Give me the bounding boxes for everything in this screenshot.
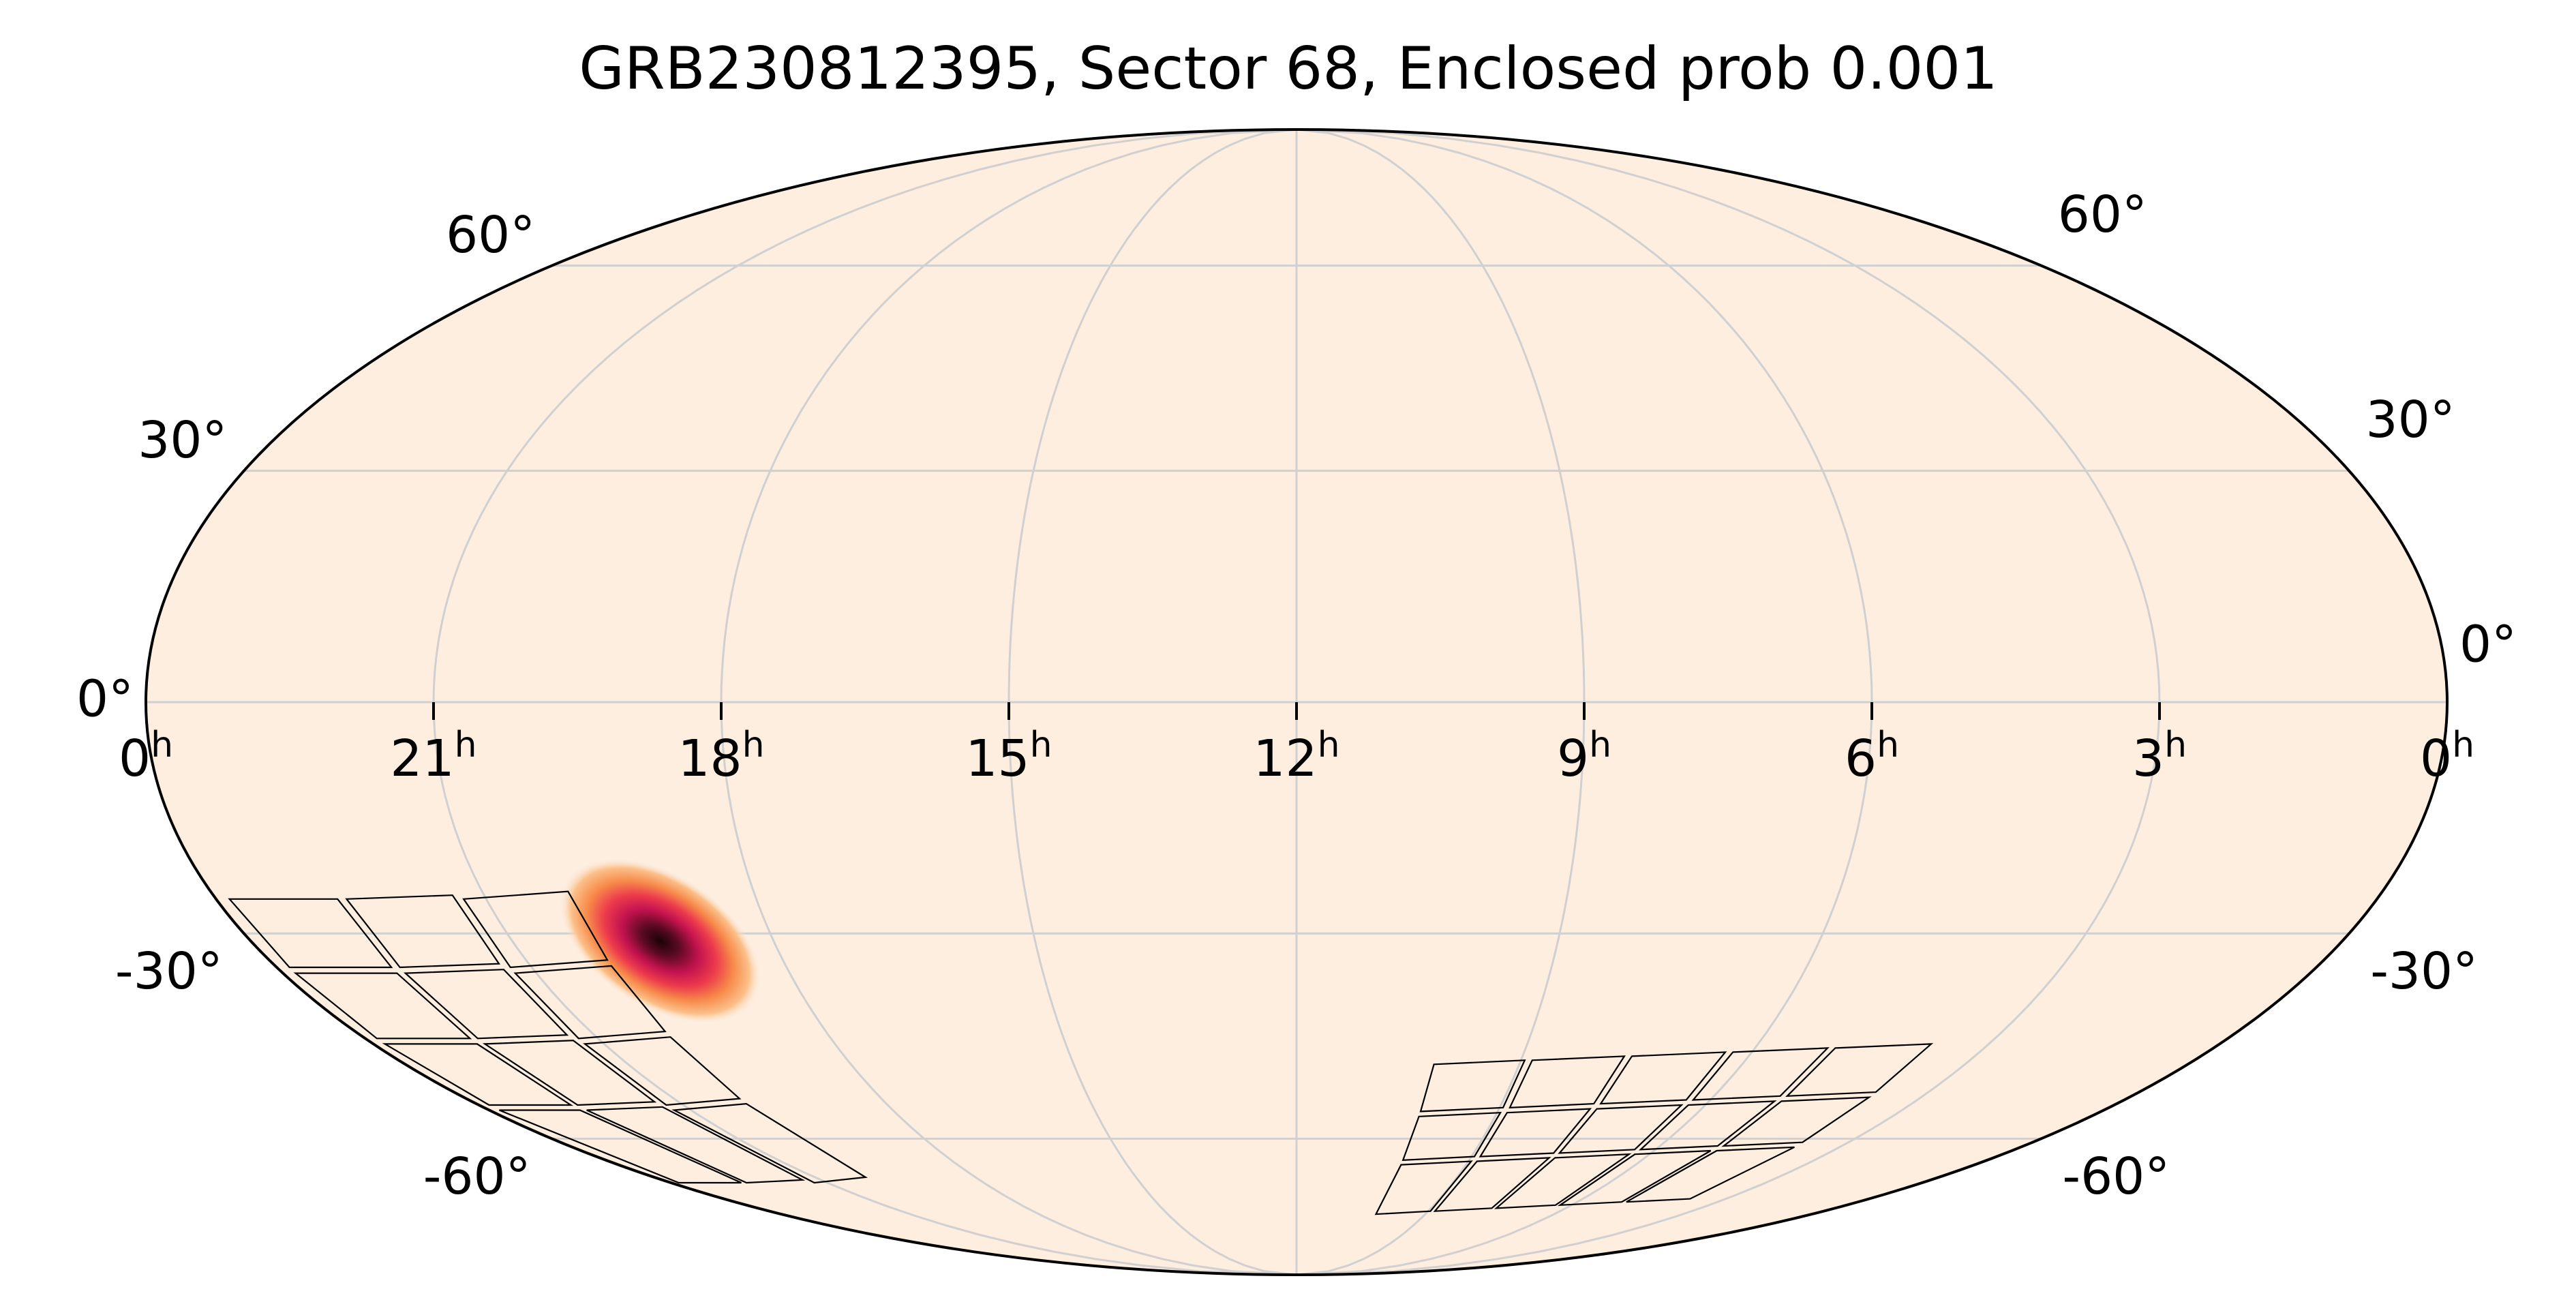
- ra-tick-unit: h: [1589, 725, 1611, 766]
- footprint-ccd: [1557, 1149, 1712, 1207]
- footprint-ccd: [1599, 1051, 1727, 1105]
- dec-tick-label-right: -30°: [2370, 942, 2478, 1001]
- footprint-ccd: [583, 1036, 742, 1106]
- footprint-ccd: [1626, 1146, 1795, 1203]
- footprint-ccd: [1785, 1043, 1934, 1098]
- dec-tick-label-left: -60°: [423, 1147, 531, 1206]
- ra-tick-label: 0h: [2420, 725, 2474, 788]
- probability-region: [559, 858, 761, 1024]
- footprint-ccd: [671, 1102, 868, 1184]
- ra-tick-value: 12: [1253, 729, 1317, 788]
- ra-tick-label: 3h: [2132, 725, 2187, 788]
- ra-tick-value: 9: [1557, 729, 1589, 788]
- ra-tick-marks: [432, 702, 2161, 720]
- dec-tick-label-left: 30°: [138, 411, 227, 470]
- footprint-ccd: [513, 965, 667, 1040]
- footprint-ccd: [498, 1109, 742, 1184]
- footprint-ccd: [1494, 1153, 1632, 1209]
- ra-tick-labels: 0h 21h 18h 15h 12h 9h 6h 3h 0h: [119, 725, 2474, 788]
- dec-tick-label-left: -30°: [115, 942, 223, 1001]
- footprint-ccd: [1401, 1112, 1502, 1161]
- ra-tick-unit: h: [2164, 725, 2187, 766]
- ra-tick-label: 0h: [119, 725, 173, 788]
- ra-tick-unit: h: [1318, 725, 1340, 766]
- footprint-ccd: [228, 898, 393, 969]
- footprint-ccd: [1509, 1055, 1626, 1108]
- ra-tick-unit: h: [1877, 725, 1899, 766]
- ra-tick-label: 12h: [1253, 725, 1339, 788]
- ra-tick-unit: h: [742, 725, 765, 766]
- ra-tick-label: 15h: [965, 725, 1052, 788]
- dec-tick-label-right: 0°: [2459, 616, 2517, 674]
- ra-tick-label: 9h: [1557, 725, 1611, 788]
- footprint-ccd: [482, 1040, 657, 1106]
- ra-tick-value: 15: [965, 729, 1029, 788]
- footprint-ccd: [293, 972, 472, 1040]
- footprint-ccd: [1479, 1108, 1592, 1158]
- footprint-ccd: [1721, 1096, 1872, 1147]
- dec-tick-label-right: -60°: [2062, 1147, 2170, 1206]
- footprint-ccd: [403, 969, 569, 1040]
- ra-tick-value: 18: [678, 729, 742, 788]
- ra-tick-label: 6h: [1845, 725, 1899, 788]
- ra-tick-label: 18h: [678, 725, 764, 788]
- ra-tick-value: 21: [390, 729, 454, 788]
- ra-tick-value: 3: [2132, 729, 2164, 788]
- ra-tick-unit: h: [2452, 725, 2474, 766]
- ra-tick-value: 0: [2420, 729, 2452, 788]
- tess-footprint-left: [228, 890, 868, 1184]
- footprint-ccd: [1419, 1059, 1526, 1113]
- dec-tick-label-right: 60°: [2058, 185, 2147, 244]
- footprint-ccd: [345, 894, 501, 969]
- dec-tick-labels: 60° 60° 30° 30° 0° 0° -30° -30° -60° -60°: [76, 185, 2517, 1206]
- footprint-ccd: [1374, 1160, 1473, 1215]
- dec-tick-label-left: 60°: [446, 206, 535, 264]
- footprint-ccd: [586, 1106, 806, 1184]
- footprint-ccd: [382, 1043, 574, 1106]
- footprint-ccd: [1691, 1047, 1830, 1101]
- dec-tick-label-left: 0°: [76, 670, 134, 729]
- ra-tick-unit: h: [455, 725, 477, 766]
- footprint-ccd: [1638, 1100, 1777, 1151]
- ra-tick-label: 21h: [390, 725, 476, 788]
- ra-tick-unit: h: [1030, 725, 1052, 766]
- ra-tick-value: 0: [119, 729, 151, 788]
- footprint-ccd: [462, 890, 609, 969]
- chart-title: GRB230812395, Sector 68, Enclosed prob 0…: [579, 35, 1998, 103]
- dec-tick-label-right: 30°: [2366, 391, 2455, 449]
- tess-footprint-right: [1374, 1043, 1934, 1215]
- footprint-ccd: [1558, 1104, 1684, 1154]
- ra-tick-value: 6: [1845, 729, 1877, 788]
- ra-tick-unit: h: [151, 725, 173, 766]
- sky-border: [145, 128, 2449, 1276]
- footprint-ccd: [1433, 1157, 1551, 1212]
